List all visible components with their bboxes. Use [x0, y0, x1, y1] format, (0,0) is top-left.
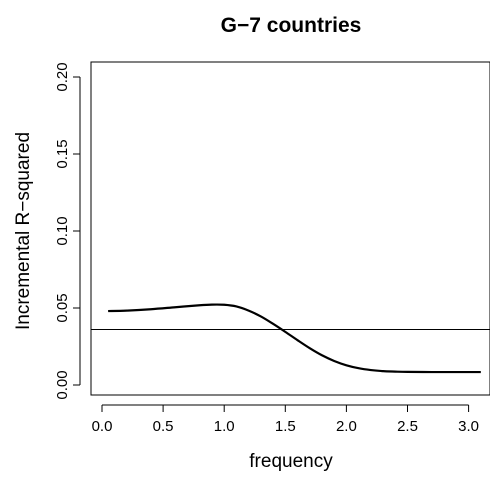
y-axis-title: Incremental R−squared [13, 132, 34, 330]
chart-title: G−7 countries [221, 14, 362, 37]
y-tick-label: 0.15 [54, 139, 71, 168]
x-tick-label: 1.5 [275, 418, 296, 435]
y-axis: 0.00 0.05 0.10 0.15 0.20 [54, 62, 81, 400]
y-tick-label: 0.20 [54, 62, 71, 91]
x-tick-label: 2.5 [397, 418, 418, 435]
y-tick-label: 0.05 [54, 293, 71, 322]
x-axis: 0.0 0.5 1.0 1.5 2.0 2.5 3.0 [92, 404, 479, 435]
x-tick-label: 2.0 [336, 418, 357, 435]
plot-box [90, 61, 490, 396]
x-tick-label: 1.0 [214, 418, 235, 435]
x-tick-label: 0.5 [153, 418, 174, 435]
y-tick-label: 0.00 [54, 370, 71, 399]
series-line [108, 303, 481, 374]
y-tick-label: 0.10 [54, 216, 71, 245]
x-axis-title: frequency [249, 451, 333, 472]
x-tick-label: 3.0 [458, 418, 479, 435]
x-tick-label: 0.0 [92, 418, 113, 435]
